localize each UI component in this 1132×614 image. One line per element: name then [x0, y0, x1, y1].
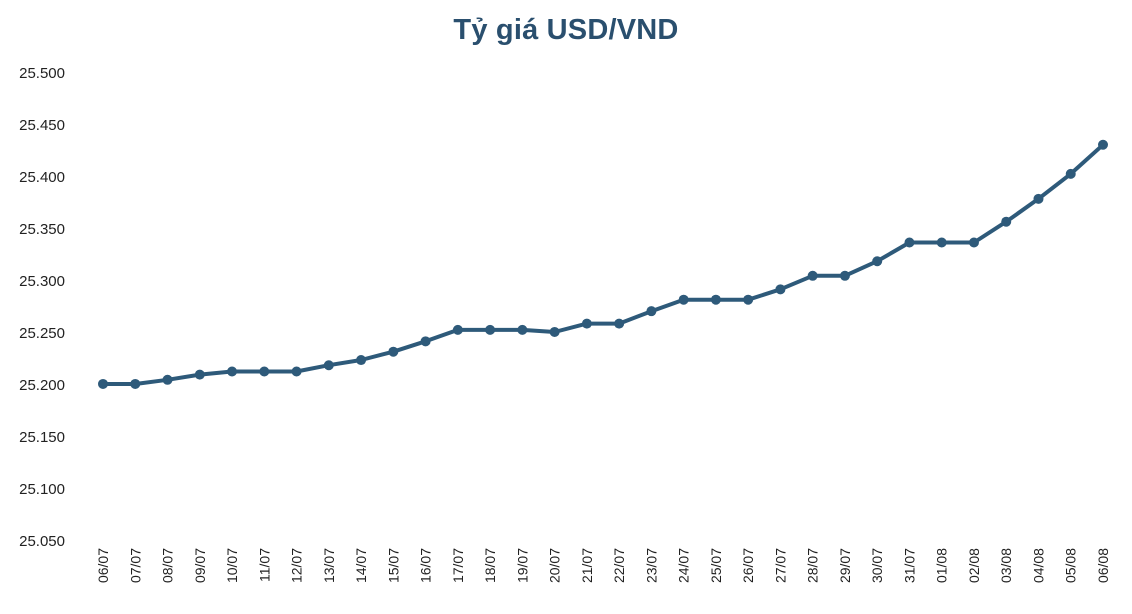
- y-tick-label: 25.400: [19, 169, 65, 186]
- data-point: [485, 324, 496, 335]
- data-point: [1065, 168, 1076, 179]
- data-point: [356, 355, 367, 366]
- data-point: [646, 306, 657, 317]
- data-point: [291, 366, 302, 377]
- y-tick-label: 25.300: [19, 273, 65, 290]
- series-line: [103, 143, 1105, 386]
- x-tick-label: 10/07: [224, 548, 240, 583]
- x-tick-label: 22/07: [611, 548, 627, 583]
- y-tick-label: 25.050: [19, 533, 65, 550]
- data-point: [807, 270, 818, 281]
- data-point: [162, 374, 173, 385]
- y-tick-label: 25.100: [19, 481, 65, 498]
- data-point: [1033, 193, 1044, 204]
- y-tick-label: 25.250: [19, 325, 65, 342]
- data-point: [549, 326, 560, 337]
- data-point: [1098, 139, 1108, 150]
- data-point: [1001, 216, 1012, 227]
- y-tick-label: 25.500: [19, 65, 65, 82]
- data-point: [98, 378, 108, 389]
- data-point: [420, 336, 431, 347]
- data-point: [194, 369, 205, 380]
- x-tick-label: 25/07: [708, 548, 724, 583]
- data-point: [904, 237, 915, 248]
- x-tick-label: 07/07: [127, 548, 143, 583]
- y-tick-label: 25.150: [19, 429, 65, 446]
- data-point: [130, 378, 141, 389]
- x-tick-label: 23/07: [643, 548, 659, 583]
- x-tick-label: 08/07: [160, 548, 176, 583]
- y-tick-label: 25.450: [19, 117, 65, 134]
- data-point: [743, 294, 754, 305]
- x-tick-label: 11/07: [256, 548, 272, 582]
- x-tick-label: 12/07: [289, 548, 305, 583]
- x-tick-label: 18/07: [482, 548, 498, 583]
- series-usd-vnd: [98, 139, 1108, 389]
- data-point: [968, 237, 979, 248]
- x-tick-label: 14/07: [353, 548, 369, 583]
- y-tick-label: 25.350: [19, 221, 65, 238]
- x-tick-label: 13/07: [321, 548, 337, 583]
- x-tick-label: 04/08: [1030, 548, 1046, 583]
- x-axis-ticks: 06/07 07/07 08/07 09/07 10/07 11/07 12/07 13/07…: [95, 548, 1111, 583]
- x-tick-label: 06/07: [95, 548, 111, 583]
- x-tick-label: 01/08: [934, 548, 950, 583]
- y-axis-ticks: 25.050 25.100 25.150 25.200 25.250 25.300 25.3…: [19, 65, 65, 550]
- data-point: [388, 346, 399, 357]
- data-point: [710, 294, 721, 305]
- data-point: [259, 366, 270, 377]
- x-tick-label: 09/07: [192, 548, 208, 583]
- x-tick-label: 06/08: [1095, 548, 1111, 583]
- data-point: [517, 324, 528, 335]
- x-tick-label: 27/07: [772, 548, 788, 583]
- data-point: [678, 294, 689, 305]
- x-tick-label: 28/07: [805, 548, 821, 583]
- x-tick-label: 02/08: [966, 548, 982, 583]
- x-tick-label: 15/07: [385, 548, 401, 583]
- x-tick-label: 17/07: [450, 548, 466, 583]
- data-point: [452, 324, 463, 335]
- data-point: [839, 270, 850, 281]
- x-tick-label: 24/07: [676, 548, 692, 583]
- data-point: [872, 256, 883, 267]
- data-point: [936, 237, 947, 248]
- x-tick-label: 21/07: [579, 548, 595, 583]
- x-tick-label: 05/08: [1063, 548, 1079, 583]
- x-tick-label: 31/07: [901, 548, 917, 583]
- x-tick-label: 19/07: [514, 548, 530, 583]
- data-point: [775, 284, 786, 295]
- data-point: [323, 360, 334, 371]
- x-tick-label: 29/07: [837, 548, 853, 583]
- x-tick-label: 16/07: [418, 548, 434, 583]
- data-point: [227, 366, 238, 377]
- x-tick-label: 03/08: [998, 548, 1014, 583]
- data-point: [581, 318, 592, 329]
- x-tick-label: 26/07: [740, 548, 756, 583]
- x-tick-label: 20/07: [547, 548, 563, 583]
- data-point: [614, 318, 625, 329]
- chart-title: Tỷ giá USD/VND: [453, 14, 679, 46]
- x-tick-label: 30/07: [869, 548, 885, 583]
- y-tick-label: 25.200: [19, 377, 65, 394]
